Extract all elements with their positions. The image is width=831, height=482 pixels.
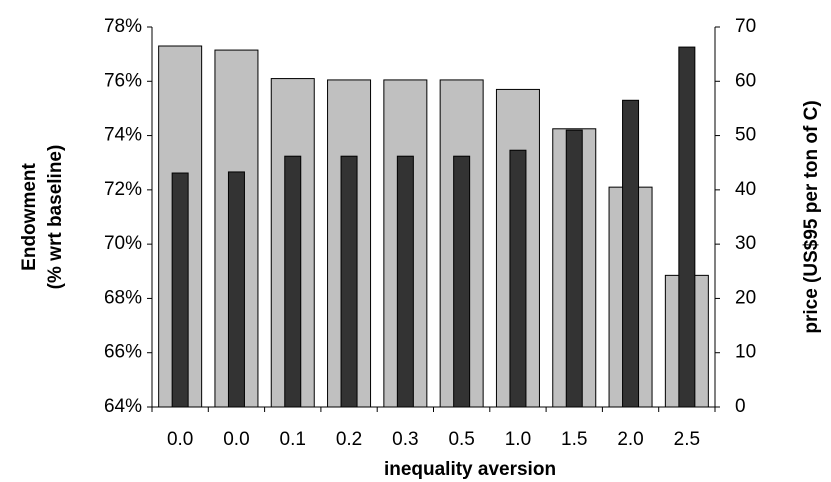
bar bbox=[453, 155, 471, 408]
y2-tick-label: 50 bbox=[735, 125, 756, 146]
bar bbox=[622, 99, 640, 408]
y2-tick-label: 60 bbox=[735, 70, 756, 91]
y-tick-label: 70% bbox=[104, 233, 142, 254]
x-tick-label: 1.5 bbox=[561, 429, 587, 450]
y-tick-label: 76% bbox=[104, 70, 142, 91]
y-tick-label: 66% bbox=[104, 342, 142, 363]
x-tick-label: 2.5 bbox=[674, 429, 700, 450]
x-tick-label: 0.0 bbox=[223, 429, 249, 450]
x-tick-label: 0.0 bbox=[167, 429, 193, 450]
y2-tick-label: 70 bbox=[735, 16, 756, 37]
bar bbox=[340, 155, 358, 408]
y-axis-title: Endowment bbox=[19, 162, 40, 270]
y-tick-label: 68% bbox=[104, 287, 142, 308]
bar bbox=[227, 171, 245, 408]
y2-tick-label: 0 bbox=[735, 396, 746, 417]
x-tick-label: 2.0 bbox=[617, 429, 643, 450]
bar bbox=[284, 155, 302, 408]
bar bbox=[678, 46, 696, 408]
y-tick-label: 72% bbox=[104, 179, 142, 200]
y2-tick-label: 40 bbox=[735, 179, 756, 200]
bar bbox=[396, 155, 414, 408]
x-tick-label: 0.5 bbox=[448, 429, 474, 450]
x-tick-label: 0.3 bbox=[392, 429, 418, 450]
y2-tick-label: 30 bbox=[735, 233, 756, 254]
bar bbox=[509, 149, 527, 408]
y-tick-label: 78% bbox=[104, 16, 142, 37]
bar bbox=[565, 129, 583, 408]
x-tick-label: 1.0 bbox=[505, 429, 531, 450]
bar bbox=[171, 172, 189, 408]
x-axis-title: inequality aversion bbox=[384, 459, 556, 480]
y-tick-label: 74% bbox=[104, 125, 142, 146]
x-tick-label: 0.1 bbox=[280, 429, 306, 450]
y2-tick-label: 10 bbox=[735, 342, 756, 363]
y-axis-title: (% wrt baseline) bbox=[45, 145, 66, 290]
y-tick-label: 64% bbox=[104, 396, 142, 417]
y2-axis-title: price (US$95 per ton of C) bbox=[801, 100, 822, 333]
y2-tick-label: 20 bbox=[735, 287, 756, 308]
x-tick-label: 0.2 bbox=[336, 429, 362, 450]
